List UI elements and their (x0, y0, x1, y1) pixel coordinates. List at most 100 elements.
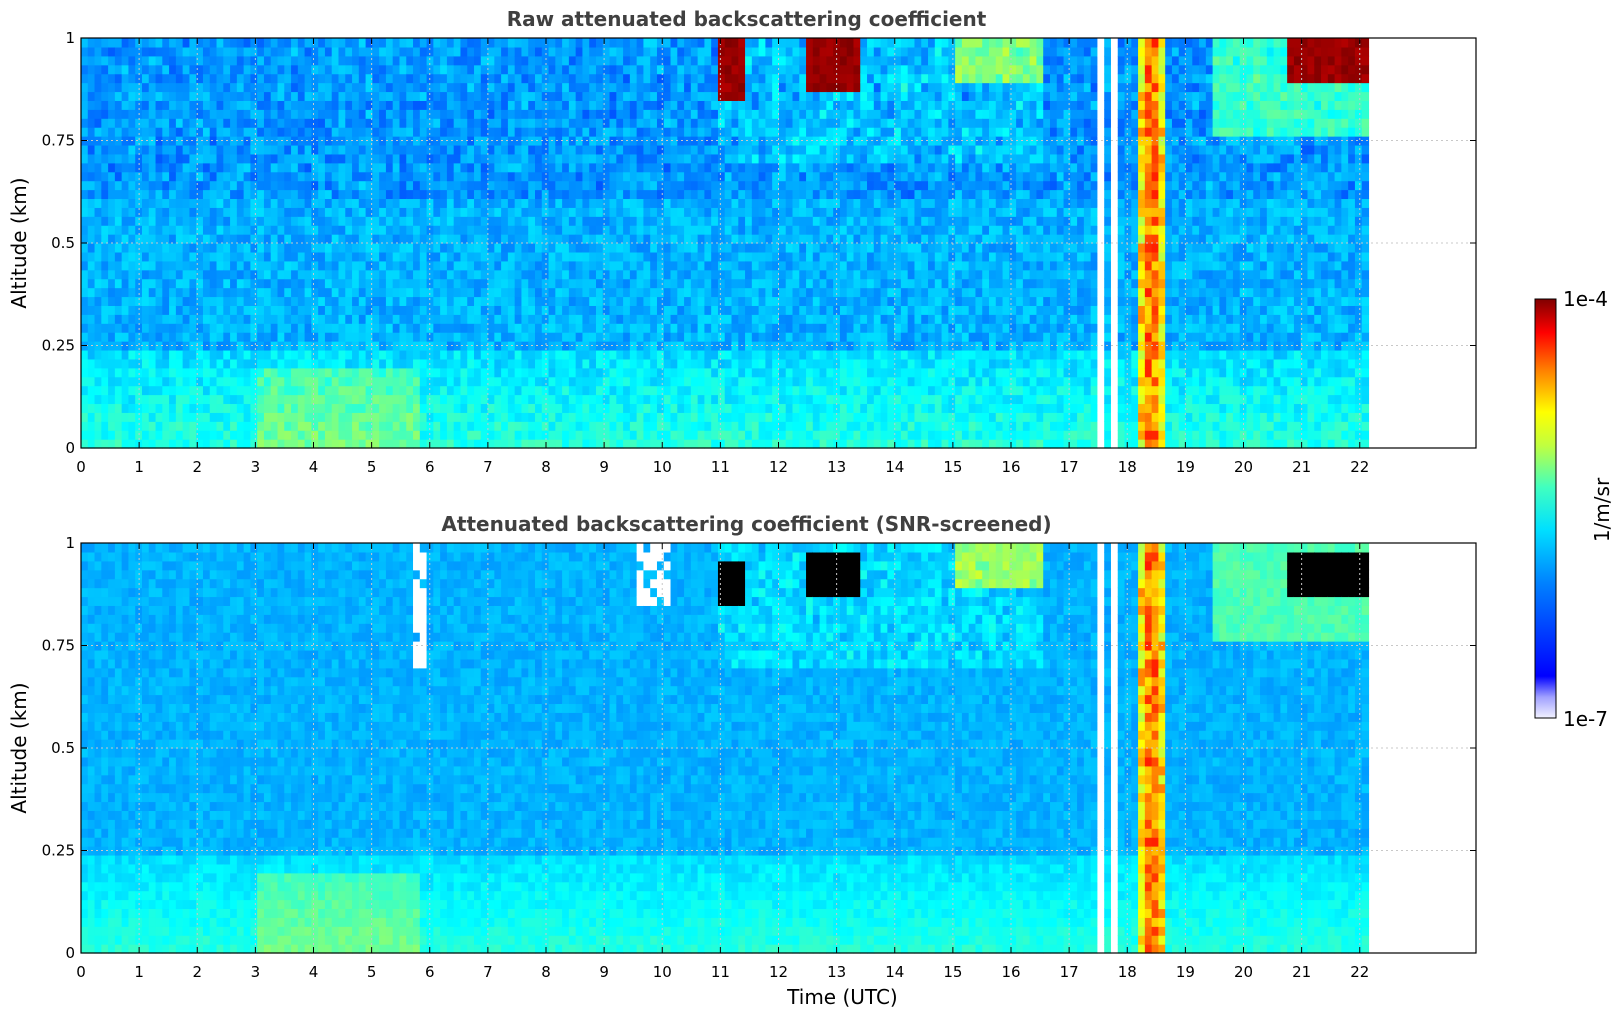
heatmap-cell (806, 421, 814, 431)
heatmap-cell (663, 171, 672, 182)
heatmap-cell (81, 73, 89, 84)
heatmap-cell (778, 287, 787, 298)
heatmap-cell (555, 171, 563, 182)
heatmap-cell (277, 243, 285, 253)
heatmap-cell (487, 367, 495, 378)
heatmap-cell (223, 55, 231, 66)
heatmap-cell (277, 216, 285, 226)
heatmap-cell (446, 38, 455, 48)
heatmap-cell (555, 216, 563, 226)
heatmap-cell (250, 234, 258, 244)
heatmap-cell (602, 189, 611, 200)
heatmap-cell (650, 278, 658, 289)
heatmap-cell (656, 332, 665, 342)
heatmap-cell (358, 55, 367, 66)
heatmap-cell (480, 305, 489, 315)
heatmap-cell (575, 198, 584, 208)
heatmap-cell (338, 64, 346, 75)
heatmap-cell (419, 180, 428, 191)
heatmap-cell (291, 243, 299, 253)
heatmap-cell (616, 82, 624, 93)
heatmap-cell (501, 189, 509, 200)
heatmap-cell (324, 305, 333, 315)
heatmap-cell (731, 439, 739, 449)
heatmap-cell (284, 180, 292, 191)
heatmap-cell (216, 109, 224, 119)
heatmap-cell (263, 305, 272, 315)
heatmap-cell (724, 394, 733, 405)
heatmap-cell (595, 216, 604, 226)
heatmap-cell (785, 180, 794, 191)
heatmap-cell (399, 144, 407, 155)
heatmap-cell (230, 367, 238, 378)
heatmap-cell (555, 234, 563, 244)
heatmap-cell (711, 207, 719, 217)
heatmap-cell (263, 46, 272, 57)
heatmap-cell (365, 287, 373, 298)
heatmap-cell (663, 439, 672, 449)
heatmap-cell (263, 243, 272, 253)
heatmap-cell (189, 412, 197, 422)
heatmap-cell (392, 91, 401, 101)
heatmap-cell (121, 251, 130, 262)
heatmap-cell (345, 216, 353, 226)
heatmap-cell (365, 127, 373, 137)
heatmap-cell (108, 278, 116, 289)
heatmap-cell (372, 278, 380, 289)
heatmap-cell (535, 153, 543, 164)
heatmap-cell (650, 323, 658, 333)
heatmap-cell (257, 109, 265, 119)
heatmap-cell (202, 260, 211, 271)
heatmap-cell (223, 234, 231, 244)
heatmap-cell (555, 38, 563, 48)
heatmap-cell (365, 421, 373, 431)
heatmap-cell (528, 430, 536, 440)
heatmap-cell (169, 180, 177, 191)
heatmap-cell (263, 171, 272, 182)
heatmap-cell (257, 100, 265, 110)
heatmap-cell (101, 198, 109, 208)
heatmap-cell (392, 412, 401, 422)
heatmap-cell (650, 412, 658, 422)
heatmap-cell (738, 73, 746, 84)
heatmap-cell (433, 38, 441, 48)
heatmap-cell (297, 118, 306, 128)
heatmap-cell (575, 412, 584, 422)
heatmap-cell (792, 118, 800, 128)
heatmap-cell (589, 305, 597, 315)
heatmap-cell (162, 216, 170, 226)
heatmap-cell (413, 243, 421, 253)
heatmap-cell (399, 358, 407, 369)
heatmap-cell (487, 234, 495, 244)
heatmap-cell (426, 82, 434, 93)
heatmap-cell (711, 82, 719, 93)
heatmap-cell (419, 234, 428, 244)
heatmap-cell (765, 269, 773, 280)
heatmap-cell (250, 46, 258, 57)
heatmap-cell (209, 118, 218, 128)
heatmap-cell (609, 162, 617, 173)
heatmap-cell (636, 216, 645, 226)
heatmap-cell (291, 189, 299, 200)
heatmap-cell (453, 251, 462, 262)
heatmap-cell (426, 207, 434, 217)
heatmap-cell (399, 55, 407, 66)
heatmap-cell (433, 421, 441, 431)
heatmap-cell (528, 153, 536, 164)
heatmap-cell (311, 403, 319, 413)
heatmap-cell (331, 296, 340, 306)
heatmap-cell (243, 349, 252, 360)
heatmap-cell (487, 189, 495, 200)
heatmap-cell (304, 46, 312, 57)
heatmap-cell (785, 287, 794, 298)
heatmap-cell (209, 171, 218, 182)
heatmap-cell (575, 394, 584, 405)
heatmap-cell (284, 171, 292, 182)
heatmap-cell (182, 73, 191, 84)
heatmap-cell (568, 287, 577, 298)
heatmap-cell (778, 73, 787, 84)
heatmap-cell (656, 55, 665, 66)
heatmap-cell (81, 171, 89, 182)
heatmap-cell (216, 314, 224, 324)
heatmap-cell (507, 412, 516, 422)
